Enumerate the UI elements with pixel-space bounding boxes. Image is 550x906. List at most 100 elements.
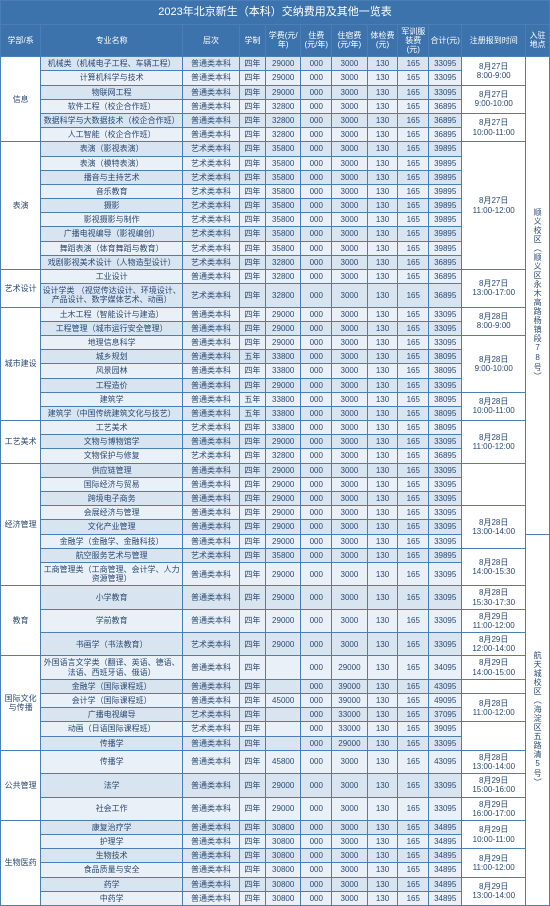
- cell-tuition: 29000: [265, 71, 300, 85]
- cell-level: 普通类本科: [183, 736, 240, 750]
- cell-f2: 000: [301, 364, 332, 378]
- col-header: 学部/系: [1, 24, 41, 57]
- cell-major: 工艺美术: [41, 421, 183, 435]
- cell-major: 护理学: [41, 835, 183, 849]
- cell-total: 34895: [429, 835, 462, 849]
- regtime-cell: 8月28日 9:00-10:00: [462, 335, 526, 392]
- cell-years: 四年: [239, 586, 265, 609]
- cell-total: 38095: [429, 350, 462, 364]
- cell-total: 39895: [429, 199, 462, 213]
- cell-major: 广播电视编导（影视编创）: [41, 227, 183, 241]
- cell-dorm: 3000: [332, 270, 367, 284]
- cell-level: 普通类本科: [183, 609, 240, 632]
- cell-major: 风景园林: [41, 364, 183, 378]
- cell-level: 普通类本科: [183, 270, 240, 284]
- cell-major: 广播电视编导: [41, 708, 183, 722]
- regtime-cell: [462, 722, 526, 750]
- cell-years: 四年: [239, 71, 265, 85]
- regtime-cell: 8月27日 8:00-9:00: [462, 57, 526, 85]
- cell-mil: 165: [398, 199, 429, 213]
- cell-tuition: [265, 736, 300, 750]
- cell-dorm: 3000: [332, 633, 367, 656]
- regtime-cell: 8月28日 8:00-9:00: [462, 307, 526, 335]
- regtime-cell: 8月28日 10:00-11:00: [462, 392, 526, 420]
- department-cell: 城市建设: [1, 307, 41, 421]
- cell-major: 金融学（金融学、金融科技）: [41, 534, 183, 548]
- col-header: 入驻地点: [526, 24, 550, 57]
- cell-mil: 165: [398, 170, 429, 184]
- cell-years: 五年: [239, 392, 265, 406]
- cell-med: 130: [367, 534, 398, 548]
- regtime-cell: 8月28日 11:00-12:00: [462, 694, 526, 722]
- cell-years: 四年: [239, 679, 265, 693]
- cell-med: 130: [367, 335, 398, 349]
- cell-years: 四年: [239, 656, 265, 679]
- cell-major: 播音与主持艺术: [41, 170, 183, 184]
- cell-major: 数据科学与大数据技术（校企合作班）: [41, 113, 183, 127]
- cell-mil: 165: [398, 421, 429, 435]
- cell-tuition: 30800: [265, 835, 300, 849]
- cell-level: 普通类本科: [183, 520, 240, 534]
- cell-mil: 165: [398, 679, 429, 693]
- cell-f2: 000: [301, 506, 332, 520]
- cell-years: 四年: [239, 199, 265, 213]
- cell-dorm: 3000: [332, 586, 367, 609]
- cell-years: 四年: [239, 170, 265, 184]
- cell-tuition: 32800: [265, 255, 300, 269]
- cell-level: 艺术类本科: [183, 708, 240, 722]
- cell-med: 130: [367, 820, 398, 834]
- cell-tuition: 32800: [265, 270, 300, 284]
- cell-med: 130: [367, 406, 398, 420]
- department-cell: 公共管理: [1, 750, 41, 820]
- cell-f2: 000: [301, 694, 332, 708]
- department-cell: 生物医药: [1, 820, 41, 905]
- cell-years: 四年: [239, 863, 265, 877]
- cell-tuition: [265, 679, 300, 693]
- cell-med: 130: [367, 378, 398, 392]
- cell-f2: 000: [301, 156, 332, 170]
- department-cell: 工艺美术: [1, 421, 41, 464]
- cell-major: 城乡规划: [41, 350, 183, 364]
- cell-years: 四年: [239, 750, 265, 773]
- cell-f2: 000: [301, 891, 332, 905]
- cell-tuition: 35800: [265, 548, 300, 562]
- cell-years: 四年: [239, 877, 265, 891]
- cell-level: 普通类本科: [183, 863, 240, 877]
- cell-dorm: 3000: [332, 99, 367, 113]
- cell-mil: 165: [398, 694, 429, 708]
- cell-tuition: 29000: [265, 378, 300, 392]
- cell-med: 130: [367, 562, 398, 585]
- cell-tuition: 33800: [265, 350, 300, 364]
- cell-f2: 000: [301, 435, 332, 449]
- cell-major: 工商管理类（工商管理、会计学、人力资源管理）: [41, 562, 183, 585]
- cell-mil: 165: [398, 722, 429, 736]
- cell-years: 五年: [239, 350, 265, 364]
- cell-tuition: 29000: [265, 562, 300, 585]
- cell-years: 四年: [239, 492, 265, 506]
- cell-f2: 000: [301, 708, 332, 722]
- cell-total: 36895: [429, 270, 462, 284]
- department-cell: 国际文化与传播: [1, 656, 41, 750]
- cell-dorm: 3000: [332, 255, 367, 269]
- cell-f2: 000: [301, 199, 332, 213]
- cell-level: 普通类本科: [183, 849, 240, 863]
- cell-mil: 165: [398, 156, 429, 170]
- cell-med: 130: [367, 71, 398, 85]
- cell-dorm: 39000: [332, 679, 367, 693]
- cell-level: 普通类本科: [183, 774, 240, 797]
- cell-tuition: 29000: [265, 774, 300, 797]
- cell-med: 130: [367, 307, 398, 321]
- cell-major: 书画学（书法教育）: [41, 633, 183, 656]
- cell-f2: 000: [301, 113, 332, 127]
- cell-f2: 000: [301, 213, 332, 227]
- cell-years: 四年: [239, 520, 265, 534]
- cell-tuition: 32800: [265, 113, 300, 127]
- cell-major: 国际经济与贸易: [41, 477, 183, 491]
- cell-total: 34895: [429, 820, 462, 834]
- cell-mil: 165: [398, 128, 429, 142]
- cell-tuition: 29000: [265, 633, 300, 656]
- cell-major: 供应链管理: [41, 463, 183, 477]
- cell-tuition: 29000: [265, 307, 300, 321]
- cell-years: 四年: [239, 722, 265, 736]
- cell-major: 地理信息科学: [41, 335, 183, 349]
